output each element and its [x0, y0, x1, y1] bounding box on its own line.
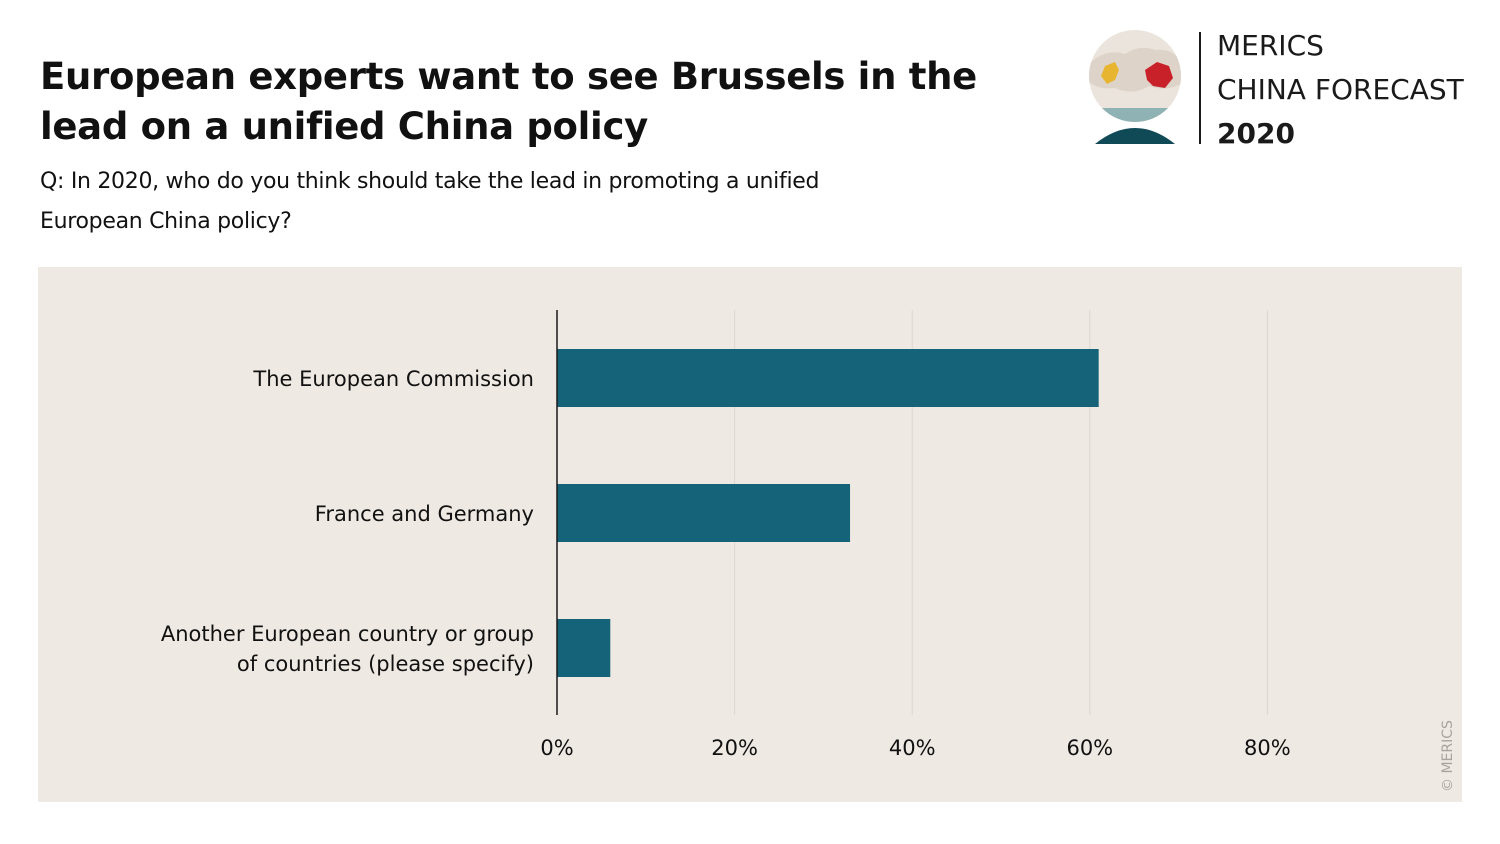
category-label: France and Germany — [315, 502, 534, 526]
tick-labels: 0% 20% 40% 60% 80% — [540, 736, 1290, 760]
logo-divider — [1199, 32, 1201, 144]
globe-icon — [1089, 30, 1181, 144]
x-tick-label: 20% — [711, 736, 758, 760]
bar-chart: The European Commission France and German… — [161, 310, 1291, 760]
bar — [557, 349, 1099, 407]
x-tick-label: 80% — [1244, 736, 1291, 760]
category-label-line: Another European country or group — [161, 622, 534, 646]
bar — [557, 619, 611, 677]
x-tick-label: 40% — [889, 736, 936, 760]
copyright-text: © MERICS — [1440, 720, 1456, 792]
category-label-line: The European Commission — [252, 367, 534, 391]
logo-text-year: 2020 — [1217, 117, 1295, 150]
x-tick-label: 0% — [540, 736, 573, 760]
category-label: Another European country or group of coun… — [161, 622, 534, 676]
category-labels: The European Commission France and German… — [161, 367, 534, 676]
merics-logo: MERICS CHINA FORECAST 2020 — [1085, 26, 1485, 150]
x-tick-label: 60% — [1066, 736, 1113, 760]
category-label-line: of countries (please specify) — [237, 652, 534, 676]
chart-subtitle: Q: In 2020, who do you think should take… — [40, 169, 820, 234]
chart-panel: The European Commission France and German… — [38, 267, 1462, 802]
logo-text-china-forecast: CHINA FORECAST — [1217, 73, 1464, 106]
category-label-line: France and Germany — [315, 502, 534, 526]
bars — [557, 349, 1099, 677]
chart-title: European experts want to see Brussels in… — [40, 55, 977, 148]
category-label: The European Commission — [252, 367, 534, 391]
logo-text-merics: MERICS — [1217, 29, 1324, 62]
bar — [557, 484, 851, 542]
